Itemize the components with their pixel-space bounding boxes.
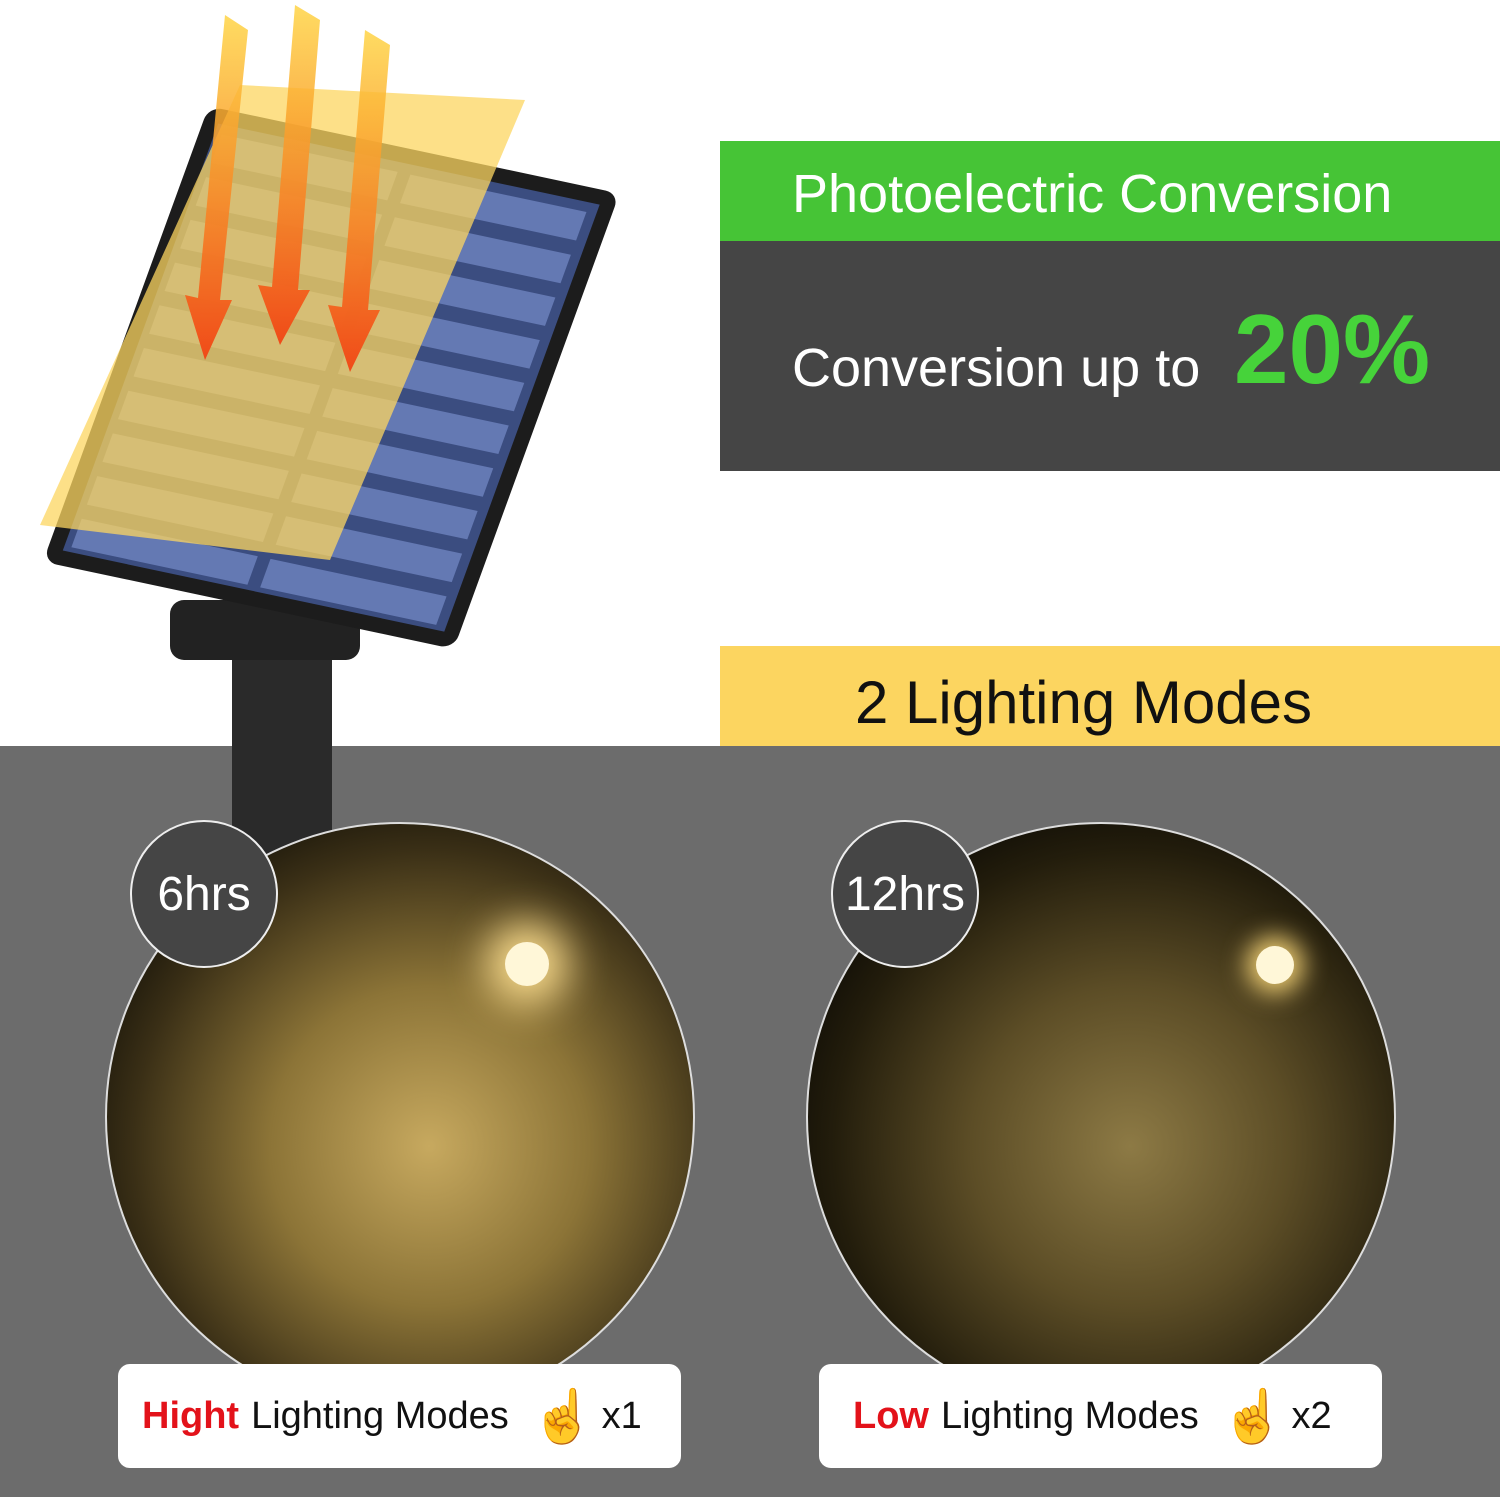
photoelectric-heading: Photoelectric Conversion: [792, 164, 1393, 224]
hours-badge: 12hrs: [831, 820, 979, 968]
mode-text: Lighting Modes: [940, 1394, 1199, 1437]
mode-level: Hight: [142, 1394, 240, 1437]
photoelectric-heading-bar: Photoelectric Conversion: [720, 141, 1500, 241]
low-mode-label: Low Lighting Modes ☝ x2: [819, 1364, 1382, 1468]
high-mode-label: Hight Lighting Modes ☝ x1: [118, 1364, 681, 1468]
sun-ray-arrows: [185, 5, 390, 372]
light-glow: [1256, 946, 1294, 984]
conversion-text: Conversion up to: [792, 338, 1201, 398]
mode-text: Lighting Modes: [251, 1394, 509, 1437]
stake-pole: [232, 640, 332, 870]
conversion-value: 20%: [1234, 294, 1431, 404]
hand-tap-icon: ☝: [1220, 1387, 1286, 1446]
press-count: x2: [1291, 1394, 1332, 1437]
lighting-modes-heading-bar: 2 Lighting Modes: [720, 646, 1500, 746]
hours-badge: 6hrs: [130, 820, 278, 968]
mode-level: Low: [853, 1394, 929, 1437]
conversion-box: Conversion up to 20%: [720, 241, 1500, 471]
lighting-modes-heading: 2 Lighting Modes: [855, 669, 1312, 736]
light-glow: [505, 942, 549, 986]
solar-panel-illustration: [40, 5, 616, 870]
press-count: x1: [601, 1394, 642, 1437]
hand-tap-icon: ☝: [530, 1387, 596, 1446]
